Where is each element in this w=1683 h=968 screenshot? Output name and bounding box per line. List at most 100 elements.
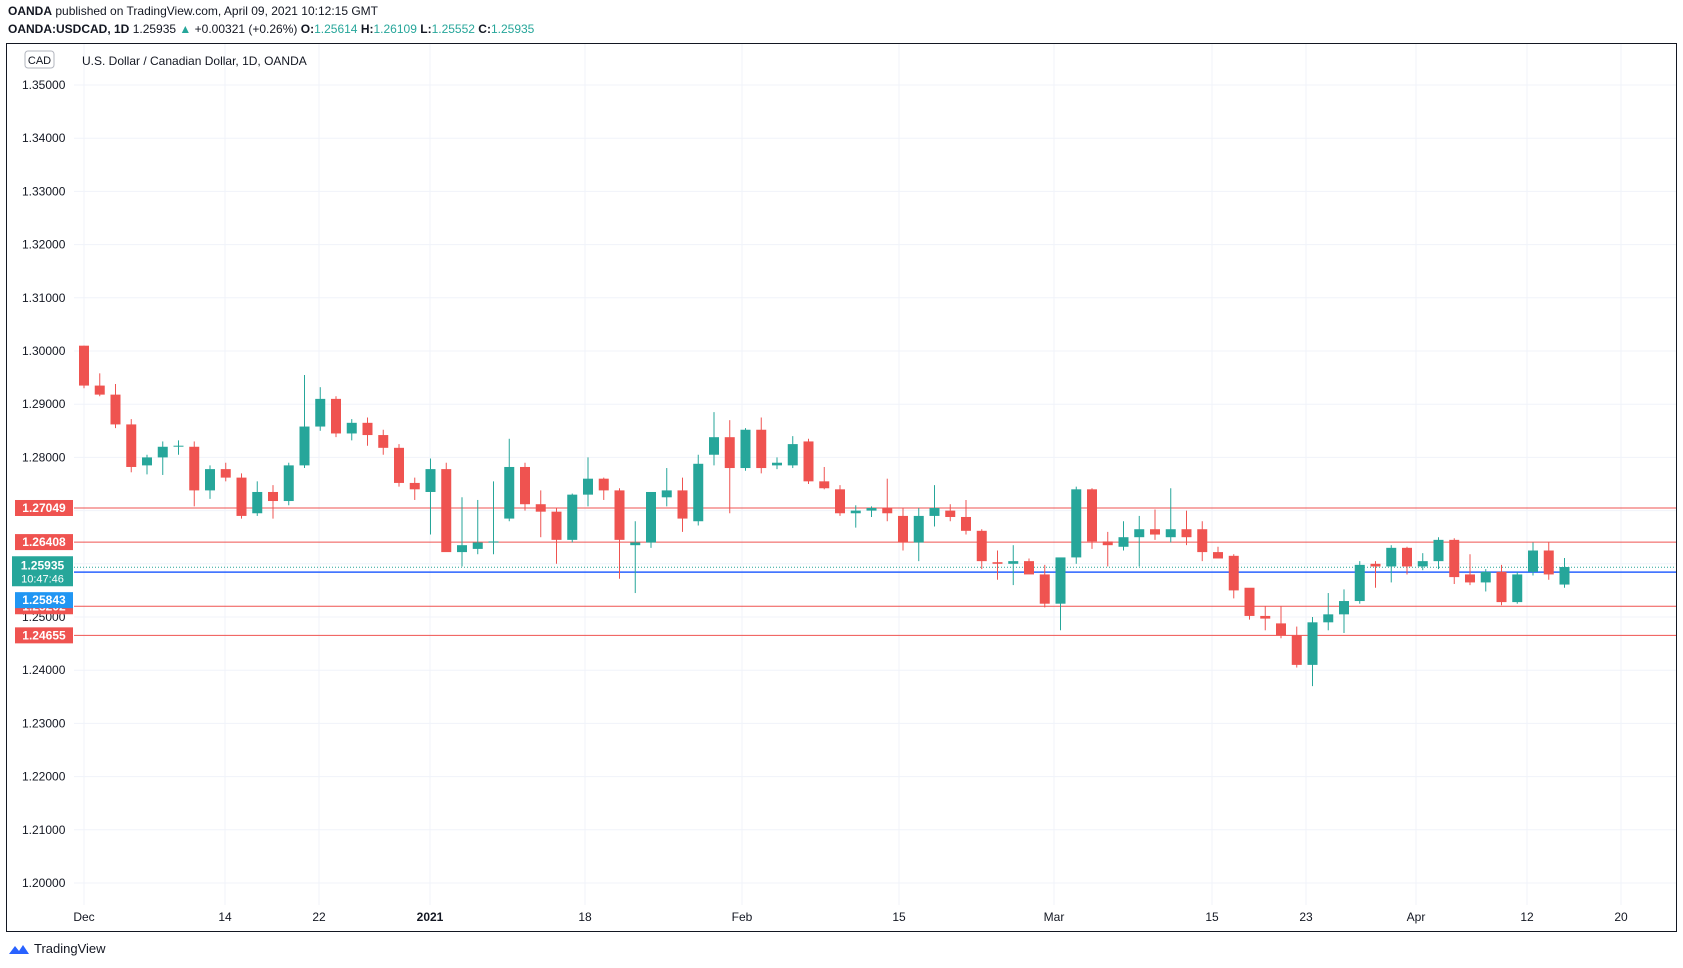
candle-body[interactable] [835,489,845,514]
candle-body[interactable] [1512,574,1523,603]
candle-body[interactable] [1417,561,1428,567]
candle-body[interactable] [268,491,278,502]
candle-body[interactable] [394,447,404,483]
candle-body[interactable] [1370,563,1381,567]
candle-body[interactable] [961,516,971,531]
candle-body[interactable] [1008,561,1019,564]
candle-body[interactable] [1102,541,1113,546]
candle-body[interactable] [945,510,956,517]
candle-body[interactable] [378,435,389,448]
candle-body[interactable] [1465,574,1475,583]
candle-body[interactable] [205,469,215,491]
candle-body[interactable] [661,490,672,498]
candle-body[interactable] [1559,566,1570,585]
candle-body[interactable] [756,429,767,469]
candle-body[interactable] [1449,539,1460,578]
candle-body[interactable] [929,507,940,516]
candle-body[interactable] [1165,529,1176,538]
candle-body[interactable] [157,446,168,458]
candle-body[interactable] [1039,574,1050,604]
candle-body[interactable] [488,541,499,543]
candle-body[interactable] [787,444,798,466]
candle-body[interactable] [1543,550,1554,575]
candle-body[interactable] [1307,622,1318,665]
candle-body[interactable] [598,478,609,491]
low-label: L: [420,22,432,36]
candle-body[interactable] [646,491,656,543]
candle-body[interactable] [913,515,924,543]
candle-body[interactable] [724,437,735,469]
candle-body[interactable] [583,478,593,495]
candle-body[interactable] [283,465,294,502]
candle-body[interactable] [346,422,357,434]
candle-body[interactable] [535,504,546,512]
candle-body[interactable] [472,542,483,549]
candle-body[interactable] [1197,529,1208,553]
candle-body[interactable] [630,542,641,546]
x-tick-label: Apr [1407,910,1426,924]
candle-body[interactable] [866,507,877,511]
candle-body[interactable] [79,345,89,386]
candle-body[interactable] [1323,614,1334,623]
candle-body[interactable] [315,398,326,427]
candle-body[interactable] [126,424,137,467]
candle-body[interactable] [173,445,184,447]
candle-body[interactable] [1213,552,1223,559]
candle-body[interactable] [1496,571,1507,603]
candle-body[interactable] [1118,537,1129,547]
candle-body[interactable] [819,481,830,489]
candle-body[interactable] [882,507,893,514]
candle-body[interactable] [331,398,341,434]
candle-body[interactable] [898,515,908,543]
candle-body[interactable] [1291,635,1302,665]
candle-body[interactable] [520,466,530,505]
candle-body[interactable] [1402,547,1412,567]
candle-body[interactable] [1134,529,1145,538]
candle-body[interactable] [1433,539,1444,562]
candle-body[interactable] [693,463,704,522]
candle-body[interactable] [1480,571,1491,583]
candle-body[interactable] [1181,529,1192,538]
candle-body[interactable] [94,385,105,395]
candle-body[interactable] [772,462,782,466]
candle-body[interactable] [1071,489,1082,558]
candle-body[interactable] [1244,587,1255,616]
candle-body[interactable] [850,510,861,514]
candle-body[interactable] [252,491,263,514]
candle-body[interactable] [441,469,452,553]
candle-body[interactable] [976,530,987,562]
symbol-ohlc-line: OANDA:USDCAD, 1D 1.25935 ▲ +0.00321 (+0.… [8,22,534,36]
candle-body[interactable] [1276,623,1286,636]
candle-body[interactable] [1024,561,1034,575]
candle-body[interactable] [803,441,814,482]
candle-body[interactable] [677,490,688,519]
y-tick-label: 1.21000 [22,823,66,837]
candle-body[interactable] [299,426,310,466]
candle-body[interactable] [992,562,1003,564]
candle-body[interactable] [236,477,247,516]
candle-body[interactable] [142,457,152,466]
candle-body[interactable] [220,469,231,478]
candle-body[interactable] [425,469,436,492]
candle-body[interactable] [1260,615,1271,619]
candle-body[interactable] [614,490,625,540]
candle-body[interactable] [409,482,420,490]
candle-body[interactable] [1087,489,1097,542]
candle-body[interactable] [1150,529,1160,535]
candle-body[interactable] [709,437,719,455]
candle-body[interactable] [1055,557,1066,604]
candle-body[interactable] [551,511,562,540]
candle-body[interactable] [1228,555,1239,591]
candle-body[interactable] [1339,601,1349,615]
candle-body[interactable] [740,429,751,469]
candle-body[interactable] [189,446,200,491]
candle-body[interactable] [457,545,467,553]
candle-body[interactable] [504,466,515,519]
candle-body[interactable] [1386,547,1397,567]
candle-body[interactable] [1528,550,1538,572]
candle-body[interactable] [110,394,121,425]
candle-body[interactable] [567,494,578,540]
candle-body[interactable] [362,422,373,436]
candle-body[interactable] [1354,564,1365,602]
